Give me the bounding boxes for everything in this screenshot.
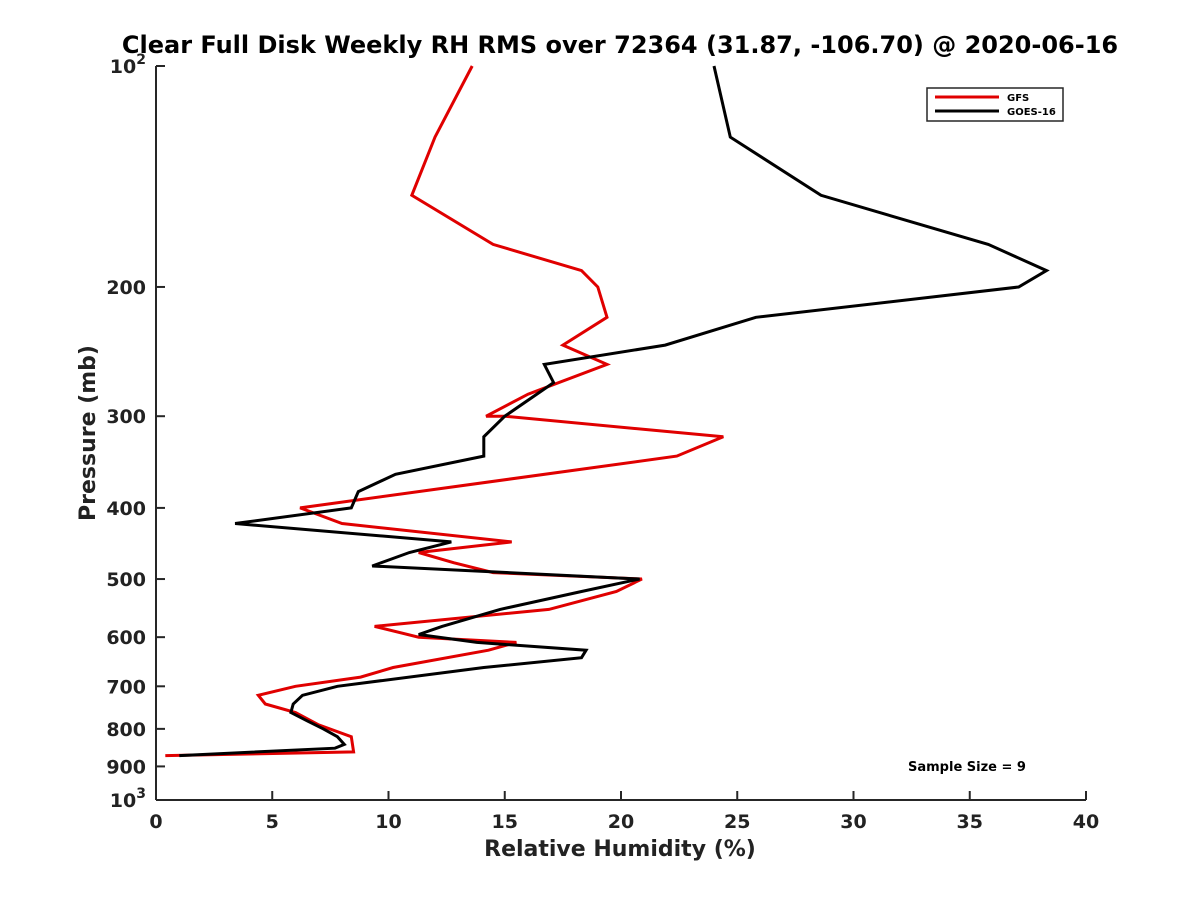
series-line-gfs — [165, 65, 724, 758]
legend-label: GOES-16 — [1007, 107, 1056, 118]
x-tick-label: 10 — [375, 811, 401, 833]
x-tick-label: 5 — [266, 811, 279, 833]
y-tick-label: 400 — [106, 498, 146, 520]
series-line-goes-16 — [179, 65, 1050, 758]
y-tick-label: 500 — [106, 569, 146, 591]
x-tick-label: 25 — [724, 811, 750, 833]
y-tick-label: 103 — [110, 786, 146, 812]
y-tick-label: 600 — [106, 627, 146, 649]
x-tick-label: 40 — [1073, 811, 1099, 833]
y-tick-label: 900 — [106, 756, 146, 778]
x-axis-label: Relative Humidity (%) — [484, 837, 756, 862]
plot-area: 0 5 10 15 20 25 30 35 40 102 200 300 400 500 600 700 800… — [106, 52, 1099, 833]
legend-label: GFS — [1007, 93, 1029, 104]
sample-size-annotation: Sample Size = 9 — [908, 760, 1026, 775]
x-tick-label: 15 — [492, 811, 518, 833]
legend: GFS GOES-16 — [926, 87, 1064, 122]
y-tick-label: 800 — [106, 719, 146, 741]
legend-box — [926, 87, 1064, 122]
y-axis-label: Pressure (mb) — [76, 345, 101, 521]
y-tick-label: 700 — [106, 676, 146, 698]
x-tick-label: 0 — [149, 811, 162, 833]
y-tick-label: 300 — [106, 406, 146, 428]
x-tick-label: 20 — [608, 811, 634, 833]
y-tick-label: 102 — [110, 52, 146, 78]
chart-title: Clear Full Disk Weekly RH RMS over 72364… — [122, 31, 1118, 59]
y-tick-label: 200 — [106, 277, 146, 299]
x-tick-label: 35 — [957, 811, 983, 833]
x-tick-label: 30 — [840, 811, 866, 833]
